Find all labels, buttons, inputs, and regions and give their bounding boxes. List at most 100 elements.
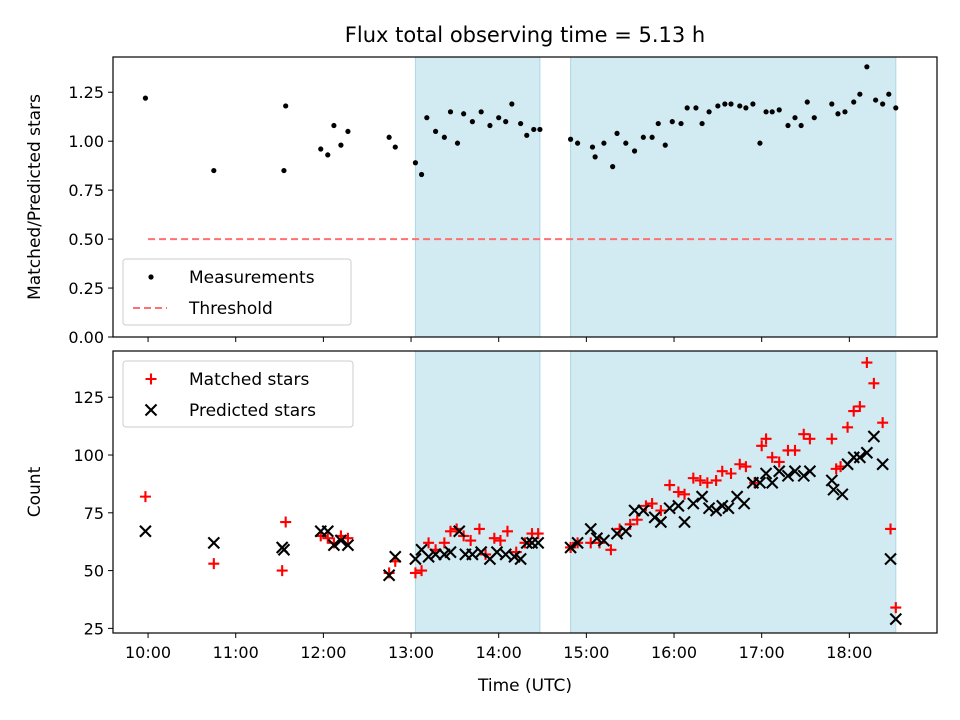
data-point <box>829 101 835 107</box>
y-tick-label: 0.00 <box>68 328 104 347</box>
y-tick-label: 25 <box>84 619 104 638</box>
data-point <box>418 171 425 178</box>
x-tick-label: 16:00 <box>651 643 697 662</box>
data-point <box>702 501 716 515</box>
data-point <box>687 472 699 484</box>
observing-span <box>414 56 541 338</box>
data-point <box>567 136 574 142</box>
data-point <box>797 469 810 483</box>
data-point <box>804 433 816 445</box>
data-point <box>750 101 756 107</box>
data-point <box>853 451 867 464</box>
data-point <box>842 421 854 433</box>
data-point <box>876 458 889 471</box>
data-point <box>465 535 477 547</box>
data-point <box>277 543 291 557</box>
data-point <box>860 446 874 459</box>
y-axis-label: Matched/Predicted stars <box>25 94 45 300</box>
data-point <box>590 531 604 545</box>
data-point <box>827 483 840 496</box>
data-point <box>444 545 457 559</box>
legend-swatch <box>148 274 154 280</box>
legend-label: Predicted stars <box>189 401 316 421</box>
data-point <box>737 497 751 510</box>
data-point <box>519 537 531 549</box>
data-point <box>798 428 810 440</box>
data-point <box>474 545 488 559</box>
data-point <box>769 109 775 115</box>
data-point <box>640 134 646 140</box>
data-point <box>884 552 897 566</box>
observing-span <box>570 56 897 338</box>
data-point <box>447 109 454 115</box>
data-point <box>873 97 879 103</box>
data-point <box>614 130 620 136</box>
data-point <box>532 528 544 540</box>
data-point <box>889 612 903 626</box>
data-point <box>835 111 841 117</box>
data-point <box>610 164 616 170</box>
data-point <box>139 525 152 538</box>
data-point <box>792 115 798 121</box>
data-point <box>619 525 633 538</box>
count-panel: 25 50 75 100 125 10:00 11:00 12:00 13:00 14:00 15:… <box>25 350 938 662</box>
data-point <box>737 103 743 109</box>
data-point <box>864 64 870 70</box>
data-point <box>454 140 461 146</box>
data-point <box>441 134 447 140</box>
data-point <box>386 134 392 140</box>
data-point <box>798 122 804 129</box>
data-point <box>772 464 786 478</box>
data-point <box>722 501 735 515</box>
legend-label: Threshold <box>188 299 273 319</box>
data-point <box>890 602 902 614</box>
legend-box <box>122 360 354 428</box>
data-point <box>848 405 860 417</box>
data-point <box>623 140 629 146</box>
data-point <box>851 99 857 105</box>
data-point <box>662 142 668 148</box>
data-point <box>327 538 341 552</box>
x-tick-label: 14:00 <box>476 643 522 662</box>
data-point <box>885 523 897 535</box>
data-point <box>693 105 699 111</box>
data-point <box>776 107 782 113</box>
data-point <box>444 525 456 537</box>
data-point <box>811 115 817 121</box>
data-point <box>325 152 331 158</box>
data-point <box>664 479 676 491</box>
x-tick-label: 15:00 <box>563 643 609 662</box>
data-point <box>765 476 779 489</box>
data-point <box>788 464 802 478</box>
data-point <box>424 115 430 121</box>
observing-span <box>414 350 541 634</box>
y-tick-label: 0.25 <box>68 279 104 298</box>
y-tick-label: 1.25 <box>68 83 104 102</box>
data-point <box>438 537 450 549</box>
data-point <box>453 525 466 538</box>
data-point <box>382 568 396 582</box>
data-point <box>785 122 791 129</box>
data-point <box>646 498 658 510</box>
data-point <box>321 525 335 538</box>
data-point <box>514 552 527 566</box>
data-point <box>725 468 737 480</box>
data-point <box>749 477 761 489</box>
data-point <box>826 433 838 445</box>
data-point <box>322 532 334 544</box>
data-point <box>728 101 734 107</box>
data-point <box>334 534 348 547</box>
data-point <box>710 474 722 486</box>
data-point <box>412 160 419 166</box>
data-point <box>283 103 289 109</box>
y-tick-label: 1.00 <box>68 132 104 151</box>
y-tick-label: 0.75 <box>68 181 104 200</box>
data-point <box>861 357 873 369</box>
legend-box <box>122 258 352 326</box>
data-point <box>695 490 709 503</box>
y-tick-label: 125 <box>73 388 104 407</box>
data-point <box>318 146 324 152</box>
data-point <box>760 433 772 445</box>
data-point <box>854 400 866 412</box>
data-point <box>584 522 597 536</box>
